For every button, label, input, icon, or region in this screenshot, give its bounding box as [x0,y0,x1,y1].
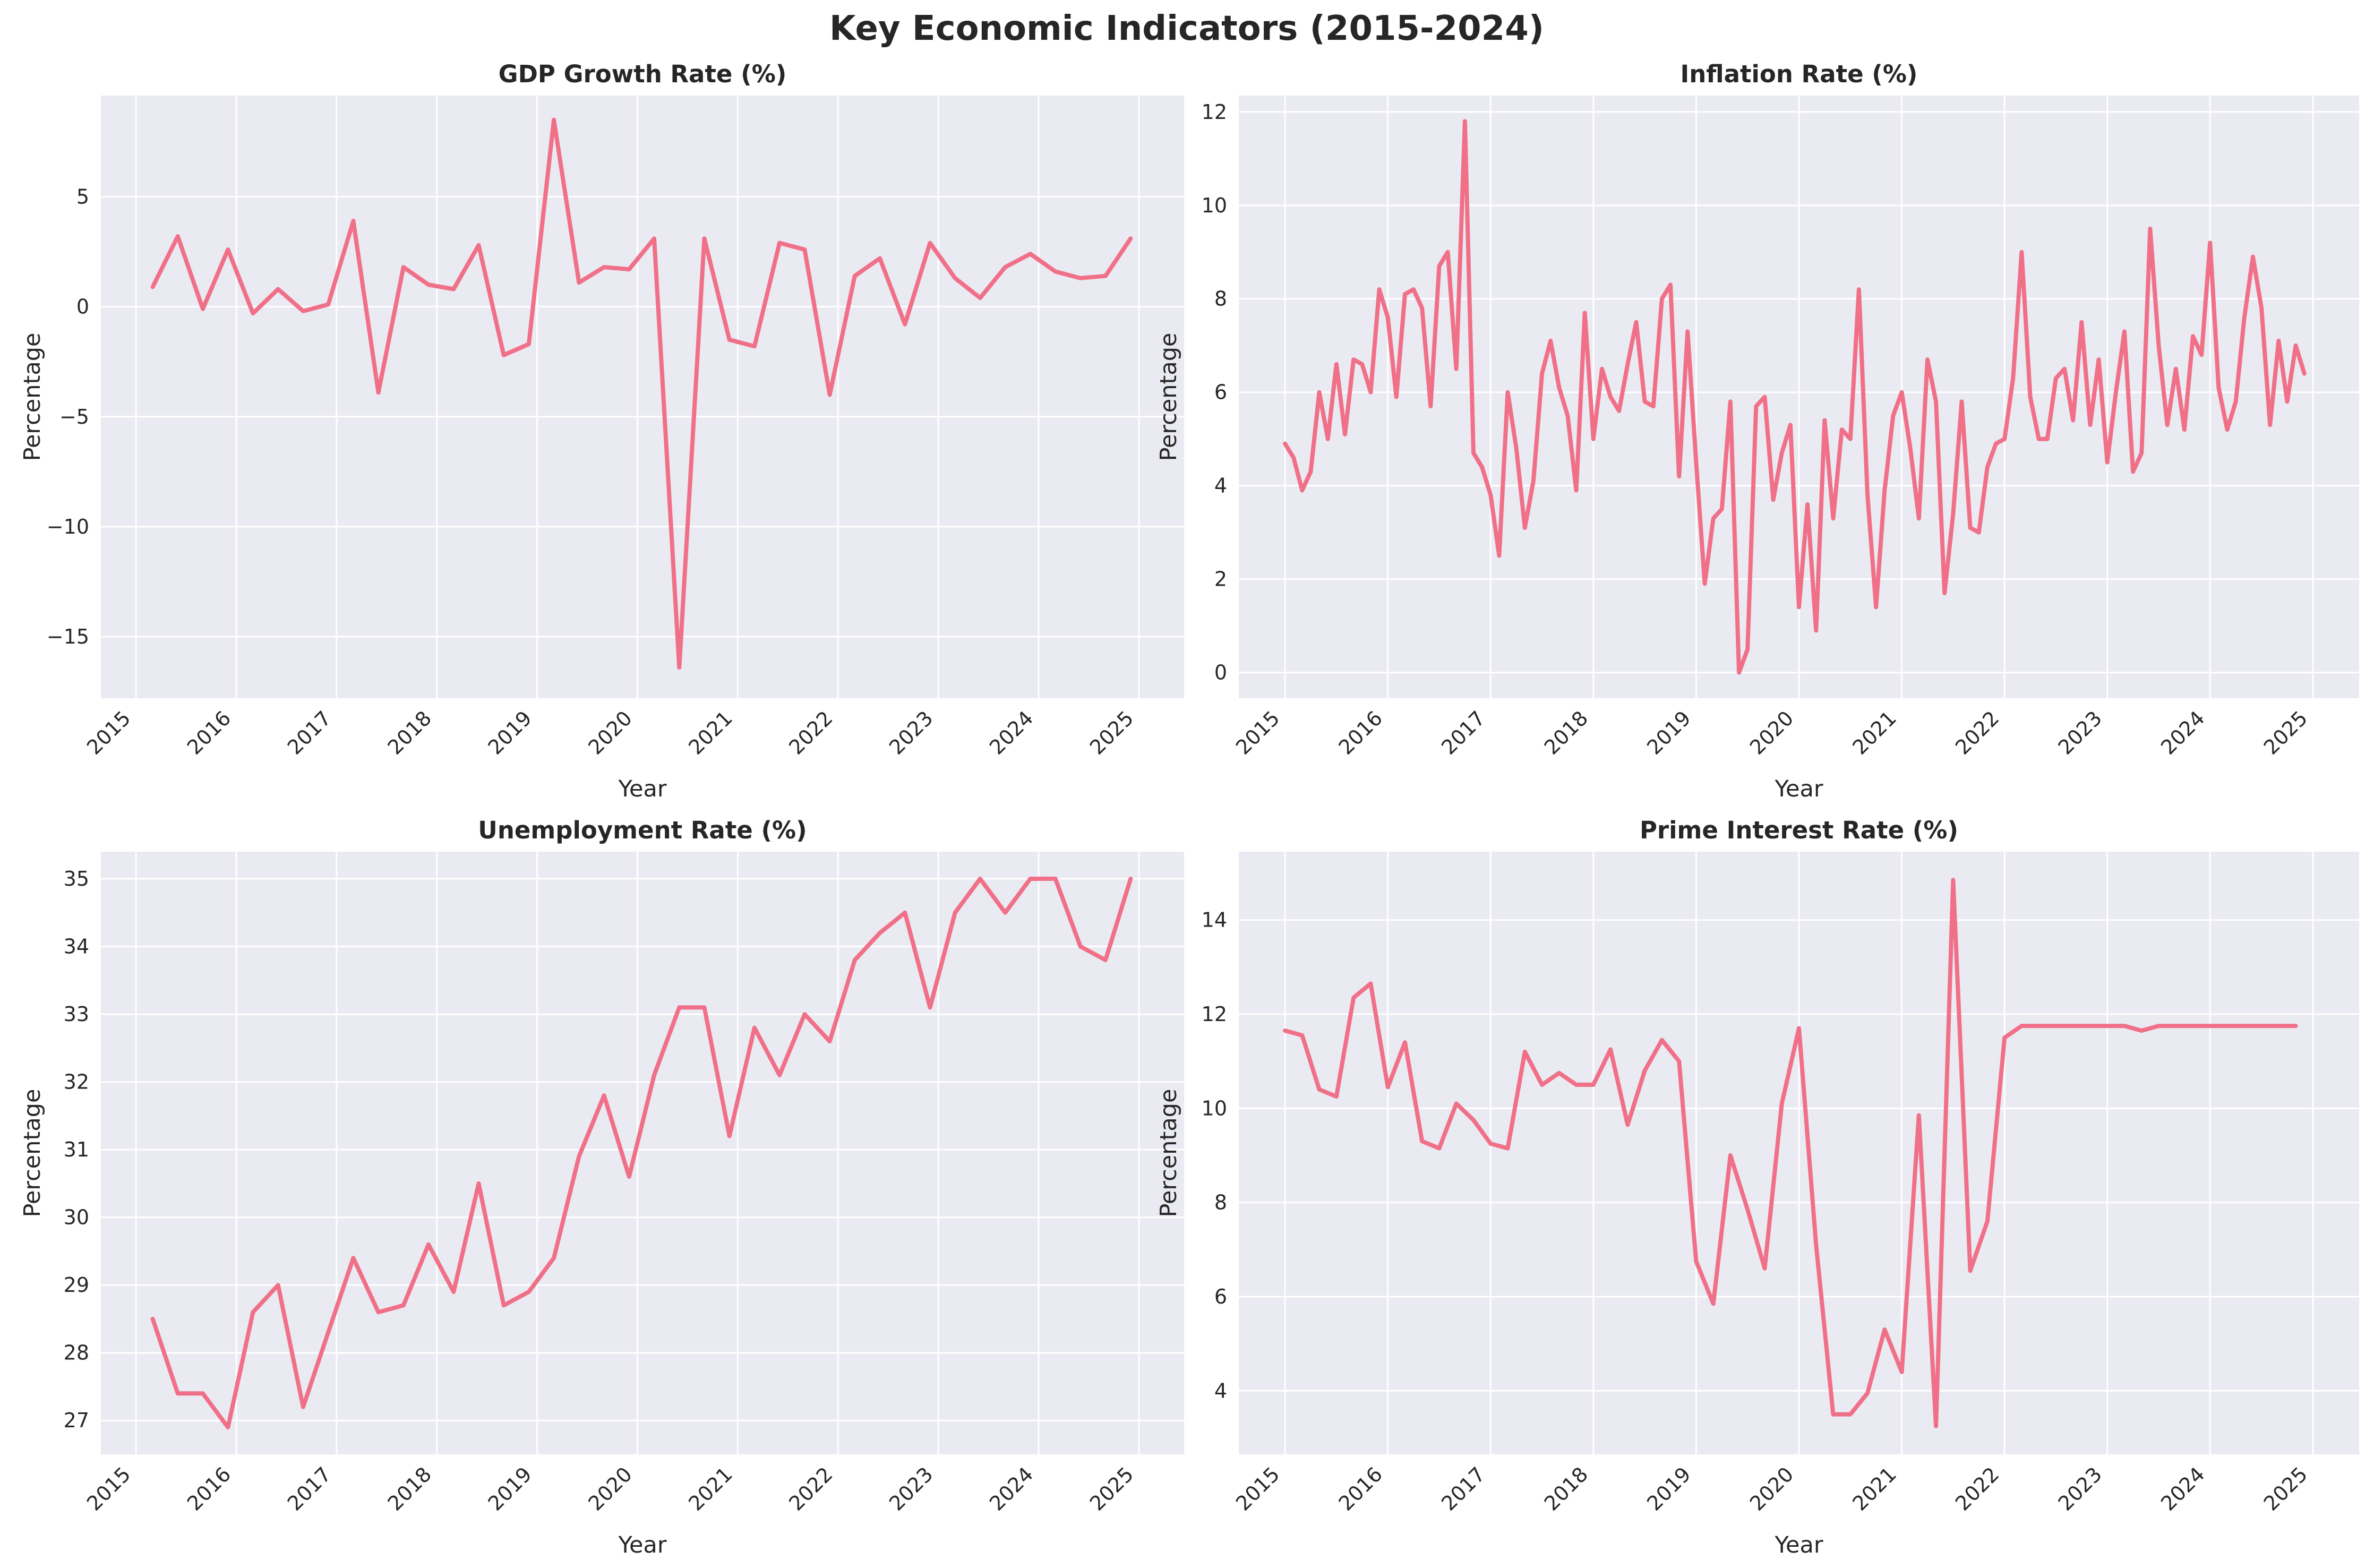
x-tick-label: 2024 [2156,1462,2209,1515]
y-axis-label: Percentage [19,1089,46,1218]
x-tick-label: 2017 [283,1462,336,1515]
y-tick-label: 2 [1214,568,1227,591]
y-tick-label: 27 [64,1409,89,1432]
y-tick-label: 0 [1214,661,1227,684]
y-tick-label: −15 [47,625,89,648]
x-tick-label: 2020 [584,1462,637,1515]
x-tick-label: 2021 [1848,706,1901,759]
x-tick-label: 2022 [784,706,837,759]
plot-area [101,852,1184,1454]
x-tick-label: 2016 [183,1462,236,1515]
chart-panel-4: 2015 2016 2017 2018 2019 2020 2021 2022 2023 2024… [1155,816,2359,1558]
x-tick-label: 2017 [1437,1462,1490,1515]
x-tick-label: 2019 [1642,706,1695,759]
chart-panel-2: 2015 2016 2017 2018 2019 2020 2021 2022 2023 2024… [1155,60,2359,802]
x-tick-label: 2023 [2054,706,2107,759]
x-axis-label: Year [1774,776,1823,802]
y-tick-label: 8 [1214,1191,1227,1214]
x-tick-label: 2015 [1231,1462,1284,1515]
x-tick-label: 2025 [2259,1462,2312,1515]
x-tick-label: 2022 [1951,1462,2004,1515]
y-tick-label: 29 [64,1273,89,1297]
series-line [1283,119,2307,675]
y-tick-label: 32 [64,1070,89,1094]
y-tick-label: 10 [1202,194,1227,217]
x-tick-label: 2018 [383,706,436,759]
y-tick-label: −5 [59,405,89,429]
y-tick-label: −10 [47,515,89,538]
x-tick-label: 2020 [584,706,637,759]
y-tick-label: 10 [1202,1096,1227,1120]
y-tick-label: 12 [1202,1003,1227,1026]
x-tick-label: 2019 [1642,1462,1695,1515]
x-tick-label: 2020 [1745,706,1798,759]
x-tick-label: 2021 [684,706,737,759]
x-tick-label: 2025 [2259,706,2312,759]
x-tick-label: 2023 [885,706,938,759]
x-tick-label: 2024 [2156,706,2209,759]
y-tick-label: 5 [76,185,89,209]
y-axis-label: Percentage [19,333,46,461]
y-axis-label: Percentage [1155,333,1182,461]
y-tick-label: 35 [64,867,89,890]
panel-title: Inflation Rate (%) [1681,60,1918,88]
x-tick-label: 2018 [1540,706,1593,759]
x-tick-label: 2016 [183,706,236,759]
x-tick-label: 2021 [684,1462,737,1515]
y-tick-label: 31 [64,1138,89,1161]
x-tick-label: 2024 [985,706,1038,759]
y-tick-label: 14 [1202,909,1227,932]
x-tick-label: 2016 [1334,706,1387,759]
figure-title: Key Economic Indicators (2015-2024) [829,9,1544,48]
y-tick-label: 8 [1214,287,1227,311]
y-tick-label: 6 [1214,381,1227,404]
x-axis-label: Year [1774,1532,1823,1558]
y-tick-label: 30 [64,1206,89,1229]
x-tick-label: 2023 [2054,1462,2107,1515]
x-tick-label: 2020 [1745,1462,1798,1515]
x-tick-label: 2022 [1951,706,2004,759]
x-tick-label: 2024 [985,1462,1038,1515]
y-tick-label: 28 [64,1341,89,1365]
x-tick-label: 2025 [1085,706,1138,759]
series-line [150,877,1133,1429]
panel-title: GDP Growth Rate (%) [499,60,787,88]
y-tick-label: 4 [1214,474,1227,498]
x-tick-label: 2017 [283,706,336,759]
x-axis-label: Year [618,1532,666,1558]
x-tick-label: 2025 [1085,1462,1138,1515]
plot-area [101,96,1184,698]
x-tick-label: 2018 [1540,1462,1593,1515]
chart-panel-1: 2015 2016 2017 2018 2019 2020 2021 2022 2023 2024… [19,60,1184,802]
x-tick-label: 2015 [82,706,135,759]
series-line [1283,878,2298,1428]
y-tick-label: 33 [64,1003,89,1026]
panel-title: Unemployment Rate (%) [478,816,807,844]
x-tick-label: 2022 [784,1462,837,1515]
y-tick-label: 4 [1214,1379,1227,1402]
x-tick-label: 2021 [1848,1462,1901,1515]
x-tick-label: 2015 [1231,706,1284,759]
x-tick-label: 2016 [1334,1462,1387,1515]
series-line [150,117,1133,670]
x-tick-label: 2018 [383,1462,436,1515]
y-tick-label: 12 [1202,100,1227,124]
x-tick-label: 2023 [885,1462,938,1515]
x-axis-label: Year [618,776,666,802]
x-tick-label: 2015 [82,1462,135,1515]
panel-title: Prime Interest Rate (%) [1640,816,1958,844]
x-tick-label: 2017 [1437,706,1490,759]
chart-panel-3: 2015 2016 2017 2018 2019 2020 2021 2022 2023 2024… [19,816,1184,1558]
y-tick-label: 6 [1214,1285,1227,1308]
y-axis-label: Percentage [1155,1089,1182,1218]
y-tick-label: 0 [76,295,89,319]
x-tick-label: 2019 [484,706,537,759]
x-tick-label: 2019 [484,1462,537,1515]
y-tick-label: 34 [64,935,89,958]
